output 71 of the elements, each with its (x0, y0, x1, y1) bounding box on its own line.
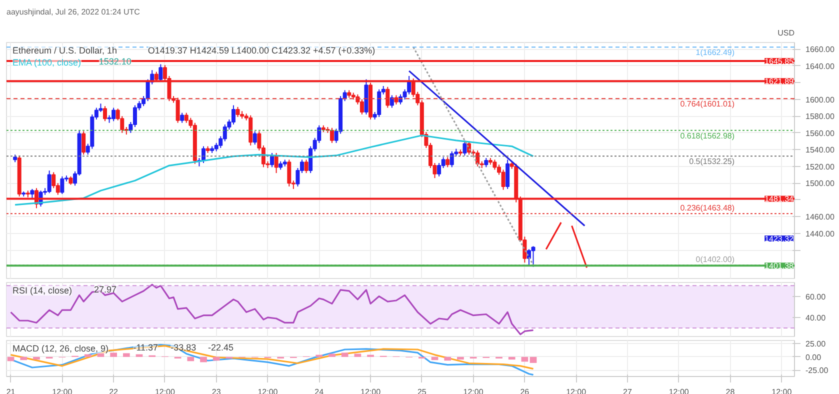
ref-line-label: 1401.38 (764, 262, 794, 271)
annotation: O1419.37 H1424.59 L1400.00 C1423.32 +4.57 (+0.33%) (148, 46, 376, 56)
candlestick (360, 98, 364, 115)
y-tick-label: 25.00 (806, 340, 826, 349)
ref-line-label: 1(1662.49) (696, 48, 735, 58)
y-tick-label: -25.00 (806, 366, 829, 376)
ref-line-label: 1645.85 (764, 57, 794, 66)
y-tick-label: 60.00 (806, 292, 826, 302)
y-tick-label: 1460.00 (806, 212, 835, 222)
candlestick (394, 94, 398, 105)
y-tick-label: 1660.00 (806, 45, 835, 54)
y-tick-label: 1540.00 (806, 146, 835, 155)
line-series (14, 134, 534, 206)
ref-line-label: 0.618(1562.98) (680, 131, 735, 140)
annotation: -22.45 (208, 342, 234, 352)
candlestick (492, 159, 497, 170)
candlestick (52, 172, 56, 189)
ref-line-label: 1621.89 (764, 77, 794, 86)
candlestick (180, 112, 184, 124)
annotation: -11.37 (133, 342, 158, 352)
candlestick (82, 130, 86, 156)
candlestick (60, 176, 64, 194)
candlestick (30, 188, 34, 199)
annotation: -33.83 (170, 342, 196, 352)
candlestick (47, 170, 52, 194)
candlestick (484, 157, 488, 168)
candlestick (386, 86, 390, 108)
candlestick (342, 90, 347, 102)
candlestick (252, 130, 257, 146)
ref-line-label: 0.5(1532.25) (689, 157, 735, 166)
chart-title: aayushjindal, Jul 26, 2022 01:24 UTC (6, 8, 140, 16)
text: EMA (100, close) (12, 58, 82, 68)
candlestick (446, 156, 450, 168)
candlestick (437, 162, 442, 177)
candlestick (176, 97, 180, 124)
candlestick (112, 107, 116, 122)
candlestick (304, 159, 308, 174)
ref-line-label: 0(1402.00) (696, 255, 735, 264)
candlestick (231, 104, 236, 126)
y-tick-label: 1500.00 (806, 179, 835, 188)
candlestick (377, 88, 382, 118)
annotation: 1532.10 (98, 56, 132, 66)
line-series (10, 344, 534, 370)
chart-title: MACD (12, 26, close, 9) (12, 344, 109, 354)
chart-subtitle: Ethereum / U.S. Dollar, 1h (12, 46, 118, 56)
candlestick (330, 127, 334, 144)
chart-title: RSI (14, close) (12, 286, 72, 296)
ref-line-label: 0.236(1463.48) (680, 204, 735, 213)
annotation: 27.97 (94, 284, 117, 294)
candlestick (103, 106, 107, 122)
y-axis-title: USD (778, 28, 795, 38)
y-tick-label: 1640.00 (806, 62, 835, 71)
y-tick-label: 1440.00 (806, 229, 835, 238)
annotation: 1423.32 (764, 234, 794, 244)
y-tick-label: 1580.00 (806, 112, 835, 122)
candlestick (531, 246, 536, 268)
line-series (10, 284, 534, 336)
candlestick (506, 159, 510, 190)
candlestick (501, 169, 506, 190)
ref-line-label: 0.764(1601.01) (680, 100, 735, 109)
y-tick-label: 1520.00 (806, 162, 835, 172)
y-tick-label: 0.00 (806, 352, 822, 362)
candlestick (287, 159, 292, 187)
y-tick-label: 1600.00 (806, 95, 835, 104)
candlestick (450, 150, 454, 168)
y-tick-label: 40.00 (806, 313, 826, 322)
candlestick (462, 140, 467, 156)
y-tick-label: 1560.00 (806, 128, 835, 138)
candlestick (390, 94, 394, 108)
candlestick (236, 106, 240, 118)
ref-line-label: 1481.34 (764, 194, 794, 204)
